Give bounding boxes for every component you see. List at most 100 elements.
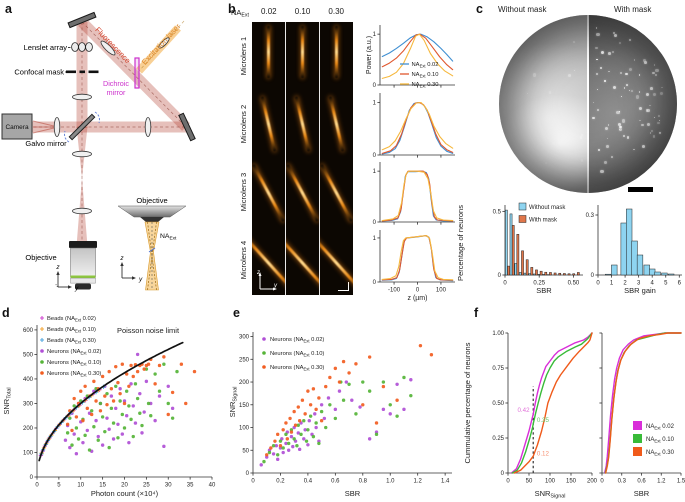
neuron-dot [623, 87, 625, 89]
x-tick-label: 100 [436, 288, 447, 294]
x-tick-label: 30 [165, 483, 172, 489]
axes [377, 162, 455, 225]
fraction-annotation: 0.35 [537, 417, 550, 424]
scale-bar [628, 187, 653, 192]
neuron-dot [655, 68, 659, 72]
hist-bar [620, 222, 627, 276]
line-series [381, 170, 454, 222]
y-tick-label: 0.50 [492, 401, 504, 407]
x-tick-label: 1.2 [657, 479, 666, 485]
neuron-dot [612, 85, 616, 89]
x-tick-label: 0.6 [331, 479, 340, 485]
hist-bar [523, 272, 527, 276]
neuron-dot [643, 61, 647, 64]
legend-label: Neurons (NAExt 0.02) [47, 349, 101, 355]
neuron-dot [649, 105, 651, 107]
legend-label: NAExt 0.02 [412, 62, 439, 68]
axes [377, 93, 455, 158]
neuron-dot [606, 144, 610, 148]
x-tick-label: 100 [545, 479, 556, 485]
optical-setup-diagram: Camera Lenslet array Confocal mask Galvo… [1, 11, 196, 292]
neuron-dot [611, 50, 614, 54]
hist-bar [567, 273, 571, 276]
confocal-mask-label: Confocal mask [14, 68, 64, 77]
y-tick-label: 0 [498, 273, 502, 279]
camera-box: Camera [1, 113, 33, 140]
psf-streak [266, 26, 270, 78]
zy-axis-inset [120, 262, 136, 280]
x-axis-label: z (µm) [408, 295, 428, 302]
axes [505, 332, 593, 476]
na-ext-label: NAExt [160, 233, 177, 242]
hist-bar [668, 273, 675, 276]
neuron-dot [659, 132, 662, 135]
x-tick-label: 1.5 [677, 479, 685, 485]
x-tick-label: 0 [503, 281, 507, 287]
x-tick-label: 20 [121, 483, 128, 489]
y-tick-label: 600 [23, 328, 34, 334]
neuron-dot [638, 74, 641, 76]
hist-bar [530, 267, 534, 276]
y-tick-label: 300 [23, 401, 34, 407]
neuron-dot [651, 130, 654, 133]
neuron-dot [592, 116, 595, 120]
legend-swatch [633, 434, 642, 443]
neuron-dot [647, 108, 651, 112]
hist-bar [514, 263, 517, 276]
hist-bar [649, 268, 656, 276]
legend-label: NAExt 0.10 [646, 437, 675, 443]
neuron-dot [639, 107, 643, 111]
hist-bar [542, 274, 545, 276]
neuron-dot [573, 70, 575, 72]
y-tick-label: 0 [501, 471, 505, 477]
neuron-dot [579, 136, 583, 139]
neuron-dot [658, 131, 661, 134]
x-tick-label: 3 [637, 281, 641, 287]
neuron-dot [654, 116, 656, 118]
objective-inset: Objective NAExt z y [117, 196, 187, 291]
panel-label-a: a [5, 2, 12, 16]
legend-swatch [518, 202, 527, 211]
neuron-dot [607, 138, 609, 140]
hist-bar [532, 273, 536, 276]
axis-y-label: y [74, 285, 79, 292]
lenslet-array [71, 42, 93, 52]
x-tick-label: 0.8 [359, 479, 368, 485]
y-tick-label: 0.75 [492, 366, 504, 372]
legend-swatch [40, 360, 44, 364]
x-tick-label: 0.25 [533, 281, 545, 287]
hist-bar [505, 209, 508, 276]
y-axis-label: SNRSignal [228, 387, 239, 418]
x-tick-label: 0 [600, 479, 604, 485]
neuron-dot [643, 59, 647, 63]
x-axis-label: SNRSignal [535, 489, 566, 500]
line-series [38, 341, 184, 462]
hist-bar [549, 272, 552, 276]
neuron-dot [652, 135, 656, 138]
line-series [604, 332, 682, 474]
fraction-annotation: 0.12 [537, 450, 550, 457]
x-tick-label: 1 [610, 281, 614, 287]
neuron-dot [595, 27, 598, 29]
x-tick-label: 4 [651, 281, 655, 287]
inset-objective-label: Objective [136, 196, 167, 205]
neuron-dot [613, 34, 617, 38]
hist-bar [516, 234, 520, 276]
x-tick-label: 0.6 [637, 479, 646, 485]
neuron-dot [595, 72, 598, 75]
psf-streak [334, 26, 338, 78]
image-divider [586, 15, 590, 193]
dichroic-mirror-element [134, 57, 140, 89]
neuron-dot [657, 121, 660, 125]
neuron-dot [620, 72, 622, 75]
poisson-limit-label: Poisson noise limit [117, 326, 180, 335]
neuron-dot [646, 122, 650, 126]
hist-bar [535, 269, 538, 276]
neuron-dot [596, 33, 600, 37]
y-tick-label: 1 [373, 100, 377, 106]
objective-label: Objective [25, 253, 56, 262]
panel-label-b: b [228, 2, 236, 16]
neuron-dot [608, 70, 610, 73]
legend-label: Without mask [529, 205, 566, 211]
